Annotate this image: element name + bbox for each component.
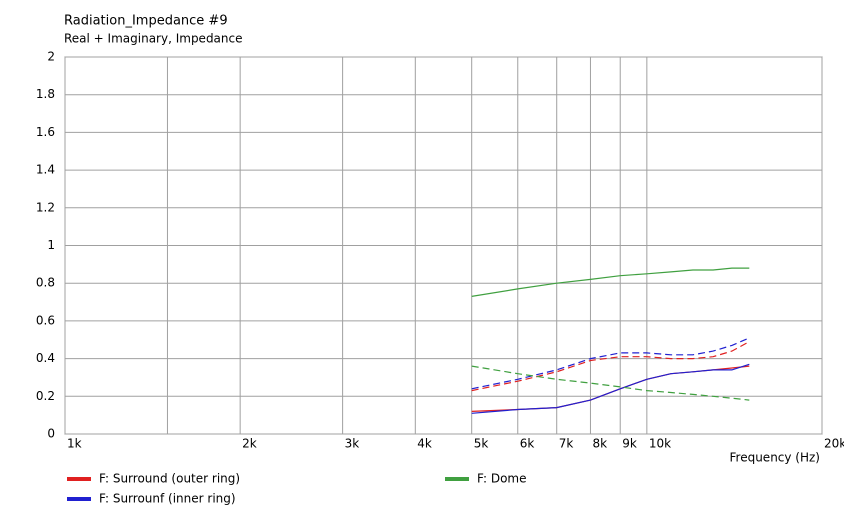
legend-label: F: Surrounf (inner ring) [99,492,236,506]
x-axis-label: Frequency (Hz) [730,451,821,465]
x-tick-label: 6k [520,437,535,451]
chart-title: Radiation_Impedance #9 [64,14,228,29]
y-tick-label: 0.2 [36,389,55,403]
line-real [471,365,750,412]
x-tick-label: 8k [592,437,607,451]
line-imaginary [471,341,750,392]
line-real [471,267,750,297]
legend-label: F: Surround (outer ring) [99,472,240,486]
x-tick-label: 9k [622,437,637,451]
y-tick-label: 1 [47,238,55,252]
x-tick-label: 5k [474,437,489,451]
x-tick-label: 20k [824,437,844,451]
x-tick-label: 10k [649,437,671,451]
y-tick-label: 1.8 [36,87,55,101]
y-tick-label: 0.4 [36,351,55,365]
x-tick-label: 2k [242,437,257,451]
legend-swatch [67,497,91,501]
line-imaginary [471,365,750,401]
legend-swatch [445,477,469,481]
y-tick-label: 0 [47,427,55,441]
x-tick-label: 4k [417,437,432,451]
chart-subtitle: Real + Imaginary, Impedance [64,32,243,46]
line-real [471,363,750,414]
y-tick-label: 0.8 [36,276,55,290]
y-tick-label: 2 [47,50,55,64]
line-imaginary [471,337,750,390]
x-tick-label: 1k [67,437,82,451]
y-tick-label: 1.2 [36,200,55,214]
y-tick-label: 0.6 [36,313,55,327]
x-tick-label: 3k [345,437,360,451]
x-tick-label: 7k [559,437,574,451]
y-tick-label: 1.4 [36,163,55,177]
legend-swatch [67,477,91,481]
y-tick-label: 1.6 [36,125,55,139]
legend-label: F: Dome [477,472,526,486]
